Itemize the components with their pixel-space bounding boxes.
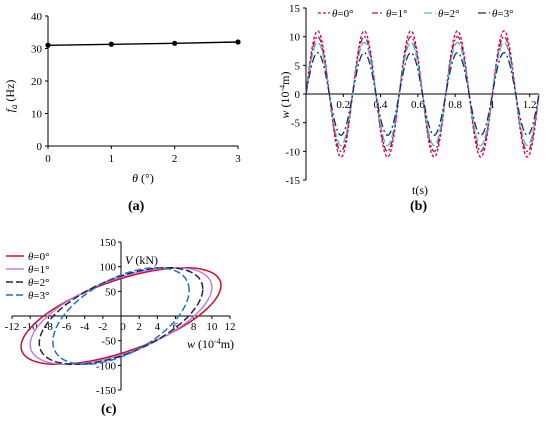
series-line (305, 30, 540, 158)
panel-a-ylabel: fa (Hz) (3, 80, 19, 113)
y-tick-label: 10 (31, 109, 43, 121)
legend-label: θ=2° (28, 277, 50, 289)
x-tick-label: 12 (225, 321, 236, 333)
legend-label: θ=1° (386, 8, 408, 20)
series-line (305, 41, 540, 147)
x-tick-label: 0.2 (336, 99, 350, 111)
panel-b-ylabel: w (10-4m) (278, 71, 292, 118)
x-tick-label: 0 (45, 153, 51, 165)
y-tick-label: -50 (101, 336, 116, 348)
y-tick-label: -5 (291, 118, 301, 130)
y-tick-label: -10 (285, 146, 300, 158)
x-tick-label: 3 (235, 153, 241, 165)
panel-c-label: (c) (101, 402, 117, 417)
series-loop (38, 266, 204, 366)
x-tick-label: 10 (206, 321, 218, 333)
legend-label: θ=1° (28, 264, 50, 276)
x-tick-label: 4 (155, 321, 161, 333)
y-tick-label: -15 (285, 175, 300, 187)
panel-b-xlabel: t(s) (412, 183, 428, 197)
data-point (172, 40, 178, 46)
x-tick-label: 8 (191, 321, 197, 333)
panel-c-xlabel: w (10-4m) (187, 337, 234, 351)
x-tick-label: 0 (120, 321, 126, 333)
x-tick-label: 0.8 (448, 99, 462, 111)
x-tick-label: 6 (173, 321, 179, 333)
x-tick-label: 2 (136, 321, 142, 333)
y-tick-label: 10 (289, 32, 301, 44)
y-tick-label: 5 (295, 60, 301, 72)
x-tick-label: -6 (62, 321, 72, 333)
panel-c-chart: -12 -10 -8 -6 -4 -2 2 4 6 8 10 120-150-100-50501001… (5, 237, 236, 417)
series-line (305, 52, 540, 136)
y-tick-label: 50 (105, 286, 117, 298)
panel-b-series (305, 30, 540, 158)
x-tick-label: -2 (98, 321, 107, 333)
y-tick-label: 20 (31, 76, 43, 88)
panel-b-legend: θ=0° θ=1° θ=2° θ=3° (318, 8, 514, 20)
y-tick-label: 100 (100, 262, 117, 274)
y-tick-label: 0 (295, 89, 301, 101)
legend-label: θ=0° (28, 251, 50, 263)
x-tick-label: 1.2 (523, 99, 537, 111)
x-tick-label: 0.6 (411, 99, 425, 111)
y-tick-label: 0 (37, 141, 43, 153)
data-point (235, 39, 241, 45)
legend-label: θ=3° (492, 8, 514, 20)
data-point (108, 41, 114, 47)
panel-c-ticks: -12 -10 -8 -6 -4 -2 2 4 6 8 10 120-150-100-50501001… (5, 237, 236, 397)
panel-c-series (20, 266, 222, 366)
panel-c-ylabel: V (kN) (125, 253, 158, 267)
x-tick-label: -8 (44, 321, 54, 333)
legend-label: θ=0° (332, 8, 354, 20)
x-tick-label: -12 (5, 321, 20, 333)
x-tick-label: 2 (172, 153, 178, 165)
y-tick-label: -150 (96, 385, 117, 397)
panel-a-label: (a) (128, 199, 145, 214)
panel-c-legend: θ=0°θ=1°θ=2°θ=3° (6, 251, 50, 302)
series-line (47, 41, 239, 46)
data-point (45, 42, 51, 48)
panel-a-xlabel: θ (°) (132, 171, 154, 185)
y-tick-label: 15 (289, 3, 301, 15)
y-tick-label: 150 (100, 237, 117, 249)
panel-a-axes (47, 16, 238, 147)
y-tick-label: 30 (31, 44, 43, 56)
panel-b-ticks: 0.2 0.4 0.6 0.8 1 1.2 -15 -10 -5 0 5 10 15 (285, 3, 536, 187)
legend-label: θ=3° (28, 290, 50, 302)
x-tick-label: 0.4 (374, 99, 388, 111)
legend-label: θ=2° (438, 8, 460, 20)
y-tick-label: 40 (31, 11, 43, 23)
series-loop (52, 266, 190, 366)
x-tick-label: 1 (490, 99, 496, 111)
panel-a-series (45, 39, 241, 48)
x-tick-label: 1 (109, 153, 115, 165)
panel-b-label: (b) (410, 199, 427, 214)
x-tick-label: -4 (80, 321, 90, 333)
